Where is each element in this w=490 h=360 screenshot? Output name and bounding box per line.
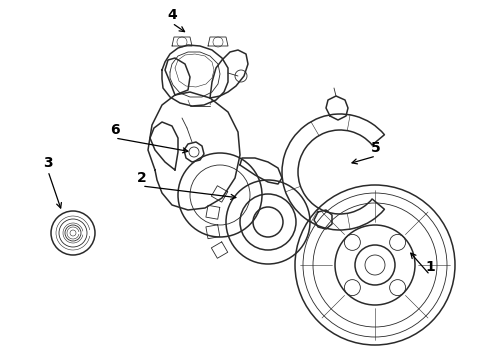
- Text: 5: 5: [371, 141, 381, 155]
- Text: 1: 1: [425, 260, 435, 274]
- Text: 3: 3: [43, 156, 53, 170]
- Text: 6: 6: [110, 123, 120, 137]
- Text: 2: 2: [137, 171, 147, 185]
- Text: 4: 4: [167, 8, 177, 22]
